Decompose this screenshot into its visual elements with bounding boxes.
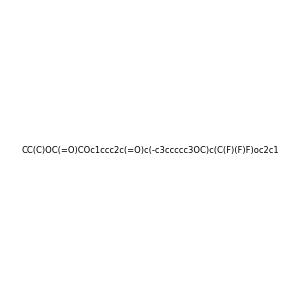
Text: CC(C)OC(=O)COc1ccc2c(=O)c(-c3ccccc3OC)c(C(F)(F)F)oc2c1: CC(C)OC(=O)COc1ccc2c(=O)c(-c3ccccc3OC)c(… [21,146,279,154]
